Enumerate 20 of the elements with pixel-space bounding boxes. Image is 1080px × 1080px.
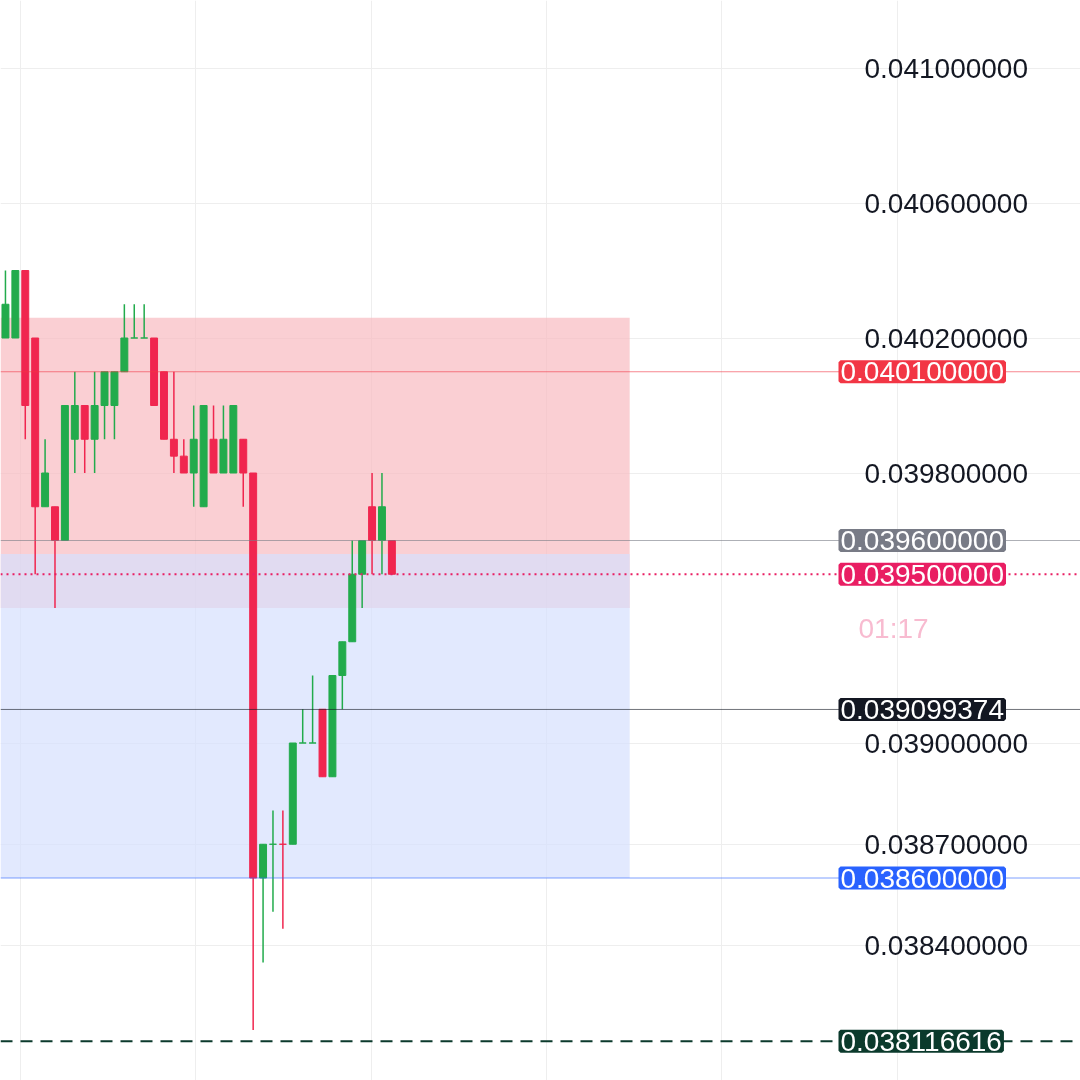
candlestick <box>169 371 178 474</box>
y-tick-label: 0.039800000 <box>864 457 1029 489</box>
candlestick <box>179 438 188 474</box>
ref-line-label: 0.039600000 <box>840 525 1005 556</box>
ref-line-label: 0.039500000 <box>840 558 1005 590</box>
y-tick-label: 0.040200000 <box>864 322 1029 354</box>
ref-line-label: 0.039099374 <box>840 693 1005 725</box>
y-tick-label: 0.038700000 <box>864 828 1029 860</box>
ref-line-label: 0.038600000 <box>840 862 1005 894</box>
y-tick-label: 0.041000000 <box>864 52 1029 84</box>
y-tick-label: 0.038400000 <box>864 930 1029 961</box>
y-tick-label: 0.040600000 <box>864 187 1029 219</box>
candlestick <box>130 303 139 339</box>
ref-line-label: 0.038116616 <box>840 1025 1002 1057</box>
candlestick <box>308 674 317 744</box>
y-tick-label: 0.039000000 <box>864 727 1029 759</box>
annotation: 01:17 <box>858 613 929 644</box>
candlestick <box>140 303 149 339</box>
candlestick <box>298 708 307 744</box>
ref-line-label: 0.040100000 <box>840 356 1005 388</box>
